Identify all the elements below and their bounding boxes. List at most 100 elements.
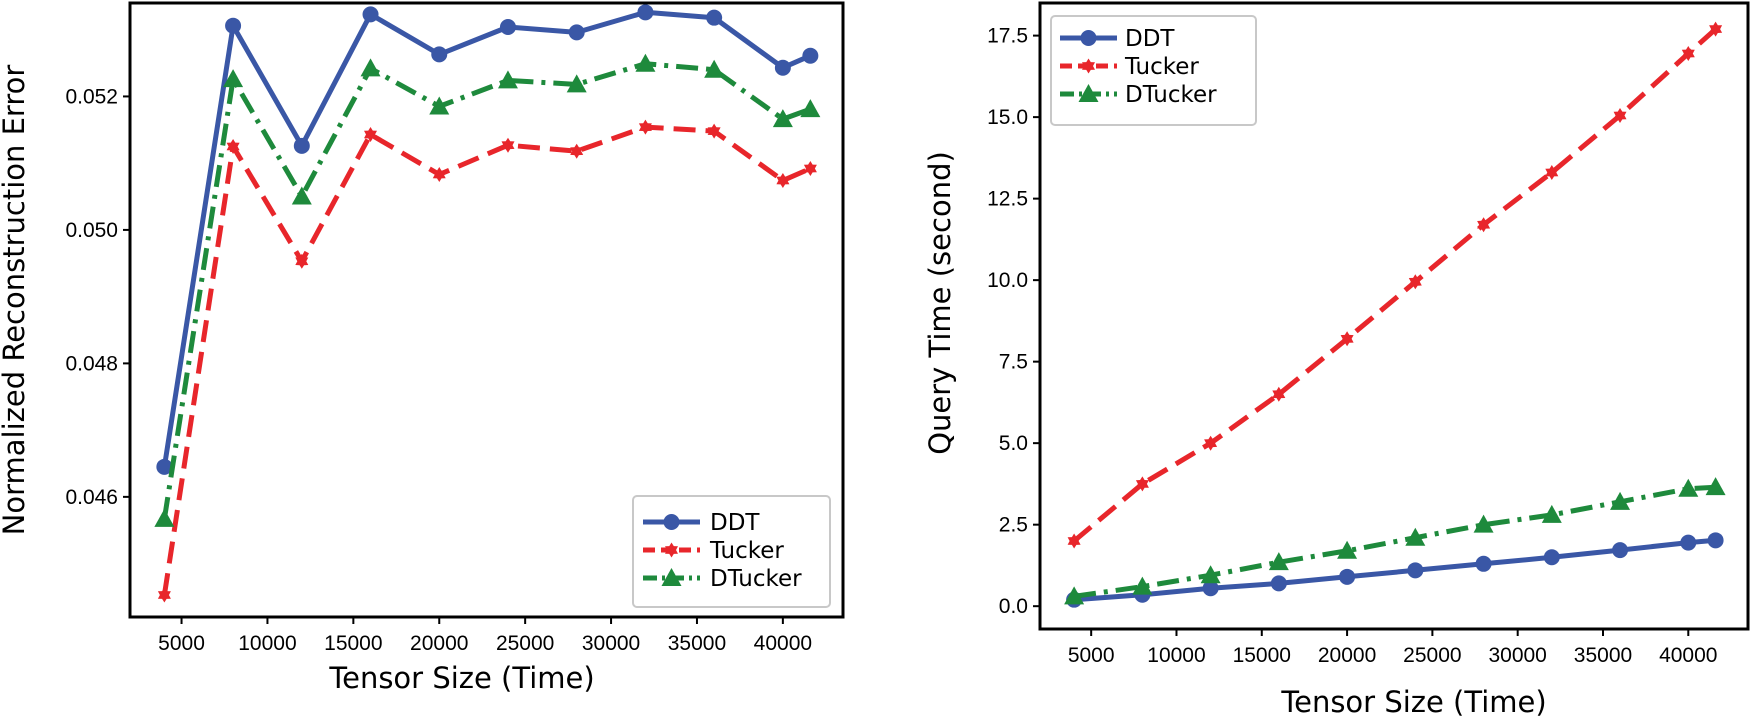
- left-series: [154, 4, 821, 603]
- right-point-dtucker: [1405, 527, 1426, 546]
- right-point-dtucker: [1610, 491, 1631, 510]
- left-series-line-tucker: [161, 124, 812, 596]
- left-y-tick-label: 0.050: [65, 219, 118, 242]
- left-y-tick-label: 0.052: [65, 85, 118, 108]
- right-x-tick-label: 20000: [1318, 644, 1376, 667]
- left-point-ddt: [225, 17, 242, 34]
- left-point-ddt: [293, 137, 310, 154]
- right-point-ddt: [1202, 580, 1219, 597]
- right-point-tucker: [1135, 476, 1149, 492]
- right-point-dtucker: [1337, 540, 1358, 559]
- right-point-ddt: [1680, 534, 1697, 551]
- left-point-tucker: [364, 127, 377, 142]
- left-point-ddt: [431, 46, 448, 63]
- right-y-tick-label: 5.0: [999, 432, 1028, 455]
- left-point-dtucker: [429, 96, 450, 115]
- left-x-axis-title: Tensor Size (Time): [328, 661, 594, 695]
- left-point-ddt: [706, 9, 723, 26]
- right-point-tucker: [1545, 165, 1559, 180]
- right-point-ddt: [1707, 532, 1724, 549]
- right-point-dtucker: [1705, 477, 1726, 496]
- left-point-dtucker: [497, 70, 518, 89]
- right-x-tick-label: 30000: [1488, 644, 1546, 667]
- right-point-ddt: [1612, 542, 1629, 559]
- right-legend-box: [1050, 15, 1257, 126]
- left-x-tick-label: 10000: [238, 632, 296, 655]
- right-y-tick-label: 2.5: [999, 514, 1028, 537]
- left-point-tucker: [803, 161, 817, 176]
- left-point-tucker: [570, 143, 584, 159]
- left-series-line-dtucker: [161, 61, 812, 520]
- left-point-dtucker: [704, 59, 725, 78]
- right-y-tick-label: 0.0: [999, 595, 1028, 618]
- right-point-ddt: [1543, 549, 1560, 566]
- right-y-tick-label: 12.5: [987, 188, 1028, 211]
- left-y-axis-title: Normalized Reconstruction Error: [0, 65, 31, 536]
- left-point-ddt: [637, 4, 654, 21]
- right-point-dtucker: [1473, 514, 1494, 533]
- right-plot-frame: [1038, 1, 1750, 631]
- right-point-ddt: [1270, 575, 1287, 592]
- left-x-tick-label: 30000: [582, 632, 640, 655]
- right-x-axis-title: Tensor Size (Time): [1280, 685, 1546, 718]
- right-y-tick-label: 7.5: [999, 351, 1028, 374]
- right-x-tick-label: 5000: [1068, 644, 1115, 667]
- right-y-tick-label: 15.0: [987, 106, 1028, 129]
- left-point-ddt: [568, 24, 585, 41]
- right-point-dtucker: [1200, 565, 1221, 584]
- right-point-tucker: [1408, 274, 1422, 290]
- right-legend-label-tucker: Tucker: [1124, 54, 1199, 80]
- right-point-dtucker: [1268, 552, 1289, 571]
- left-point-tucker: [707, 123, 721, 139]
- right-x-tick-label: 40000: [1659, 644, 1717, 667]
- right-legend-marker-ddt: [1080, 30, 1097, 46]
- left-x-tick-label: 15000: [324, 632, 382, 655]
- left-y-tick-label: 0.048: [65, 352, 118, 375]
- right-series: [1064, 21, 1726, 608]
- right-point-ddt: [1475, 555, 1492, 572]
- left-point-tucker: [295, 253, 309, 269]
- right-point-tucker: [1067, 533, 1081, 549]
- left-point-ddt: [362, 6, 379, 23]
- left-point-dtucker: [635, 53, 656, 72]
- right-x-tick-label: 25000: [1403, 644, 1461, 667]
- left-point-tucker: [432, 167, 446, 182]
- left-point-tucker: [638, 119, 652, 135]
- right-legend-label-dtucker: DTucker: [1125, 82, 1217, 108]
- right-point-tucker: [1272, 386, 1286, 402]
- right-point-tucker: [1681, 46, 1695, 61]
- left-point-tucker: [776, 173, 790, 188]
- right-point-tucker: [1709, 21, 1723, 37]
- left-x-tick-label: 25000: [496, 632, 554, 655]
- right-point-dtucker: [1678, 478, 1699, 497]
- right-ticks: 5000 10000 15000 20000 25000 30000 35000 40000 0…: [987, 25, 1717, 667]
- left-plot-frame: [128, 1, 845, 619]
- right-point-ddt: [1339, 568, 1356, 585]
- right-point-tucker: [1340, 331, 1354, 347]
- left-point-ddt: [802, 47, 819, 64]
- left-y-tick-label: 0.046: [65, 486, 118, 509]
- query-time-chart: Tensor Size (Time) Query Time (second) 5…: [923, 1, 1750, 718]
- right-point-dtucker: [1132, 576, 1153, 595]
- left-point-dtucker: [800, 99, 821, 118]
- right-point-ddt: [1407, 562, 1424, 579]
- left-x-tick-label: 20000: [410, 632, 468, 655]
- right-y-tick-label: 10.0: [987, 269, 1028, 292]
- right-legend-label-ddt: DDT: [1125, 26, 1175, 52]
- left-legend-label-ddt: DDT: [710, 510, 760, 536]
- left-legend-marker-dtucker: [661, 568, 682, 586]
- left-point-tucker: [157, 587, 171, 603]
- left-x-tick-label: 40000: [754, 632, 812, 655]
- left-legend-label-tucker: Tucker: [709, 538, 784, 564]
- left-point-dtucker: [223, 69, 244, 88]
- right-point-tucker: [1204, 435, 1218, 451]
- left-point-tucker: [226, 139, 240, 154]
- left-point-ddt: [774, 59, 791, 76]
- left-point-tucker: [501, 137, 515, 153]
- right-point-tucker: [1477, 217, 1491, 233]
- right-legend-marker-dtucker: [1078, 84, 1099, 102]
- right-point-dtucker: [1541, 504, 1562, 523]
- right-x-tick-label: 15000: [1233, 644, 1291, 667]
